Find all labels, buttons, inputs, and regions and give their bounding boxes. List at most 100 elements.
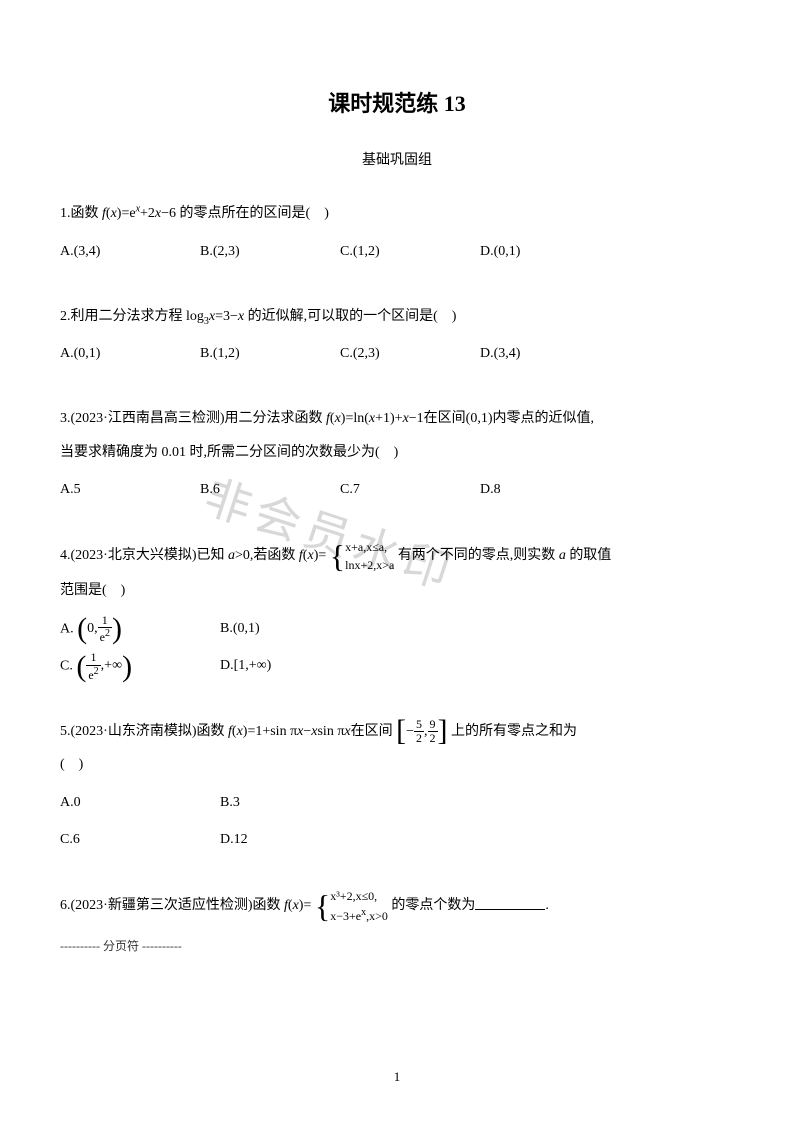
q2-text: 2.利用二分法求方程 log3x=3−x 的近似解,可以取的一个区间是( ): [60, 300, 734, 334]
q6-eq: )=: [299, 899, 312, 914]
paren-left-icon: (: [77, 617, 87, 641]
q5-interval: [ − 5 2 , 9 2 ]: [396, 715, 447, 749]
q5-frac2: 9 2: [428, 718, 438, 745]
q1-eq: )=e: [117, 206, 136, 221]
q3-pre: 3.(2023·江西南昌高三检测)用二分法求函数: [60, 411, 326, 426]
q4-text: 4.(2023·北京大兴模拟)已知 a>0,若函数 f(x)= { x+a,x≤…: [60, 538, 734, 574]
q4-pw-r2: lnx+2,x>a: [345, 556, 394, 574]
q3-mid: )=ln(: [341, 411, 369, 426]
question-5: 5.(2023·山东济南模拟)函数 f(x)=1+sin πx−xsin πx在…: [60, 715, 734, 856]
q4-optC-bracket: ( 1 e2 ,+∞ ): [76, 651, 132, 682]
q1-optC: C.(1,2): [340, 237, 480, 268]
page-title: 课时规范练 13: [60, 80, 734, 128]
q3-options: A.5 B.6 C.7 D.8: [60, 475, 734, 506]
q5-int: 在区间: [351, 724, 393, 739]
question-2: 2.利用二分法求方程 log3x=3−x 的近似解,可以取的一个区间是( ) A…: [60, 300, 734, 371]
q5-options-row2: C.6 D.12: [60, 825, 734, 856]
q5-text: 5.(2023·山东济南模拟)函数 f(x)=1+sin πx−xsin πx在…: [60, 715, 734, 749]
q3-optA: A.5: [60, 475, 200, 506]
q6-pw-r1: x³+2,x≤0,: [330, 887, 388, 905]
q5-den2: 2: [428, 732, 438, 745]
question-6: 6.(2023·新疆第三次适应性检测)函数 f(x)= { x³+2,x≤0, …: [60, 887, 734, 925]
q4-optA-zero: 0,: [87, 614, 98, 645]
q4-optC-frac: 1 e2: [86, 651, 100, 681]
q3-optD: D.8: [480, 475, 620, 506]
q2-optB: B.(1,2): [200, 339, 340, 370]
q1-text: 1.函数 f(x)=ex+2x−6 的零点所在的区间是( ): [60, 197, 734, 231]
q5-f: f: [228, 724, 232, 739]
page-break-marker: ---------- 分页符 ----------: [60, 933, 734, 959]
q6-text: 6.(2023·新疆第三次适应性检测)函数 f(x)= { x³+2,x≤0, …: [60, 887, 734, 925]
q5-options-row1: A.0 B.3: [60, 788, 734, 819]
q6-pw-body: x³+2,x≤0, x−3+ex,x>0: [330, 887, 388, 925]
q5-pre: 5.(2023·山东济南模拟)函数: [60, 724, 228, 739]
q4-optD: D.[1,+∞): [220, 651, 380, 682]
q5-den1: 2: [414, 732, 424, 745]
q3-text: 3.(2023·江西南昌高三检测)用二分法求函数 f(x)=ln(x+1)+x−…: [60, 402, 734, 436]
q1-post: +2: [140, 206, 155, 221]
q4-optB: B.(0,1): [220, 614, 380, 645]
q1-pre: 1.函数: [60, 206, 102, 221]
q2-options: A.(0,1) B.(1,2) C.(2,3) D.(3,4): [60, 339, 734, 370]
brace-icon-2: {: [315, 892, 330, 921]
q6-period: .: [545, 899, 549, 914]
q6-post: 的零点个数为: [391, 899, 475, 914]
q6-pw-r2-post: ,x>0: [366, 909, 388, 923]
q3-minus: −1在区间(0,1)内零点的近似值,: [409, 411, 594, 426]
q5-line2: ( ): [60, 748, 734, 782]
q6-blank: [475, 896, 545, 910]
q4-den-2: 2: [105, 628, 110, 639]
q4-piecewise: { x+a,x≤a, lnx+2,x>a: [330, 538, 395, 574]
q5-optB: B.3: [220, 788, 380, 819]
q4-line2: 范围是( ): [60, 574, 734, 608]
q1-options: A.(3,4) B.(2,3) C.(1,2) D.(0,1): [60, 237, 734, 268]
question-4: 4.(2023·北京大兴模拟)已知 a>0,若函数 f(x)= { x+a,x≤…: [60, 538, 734, 682]
q5-eq: )=1+sin π: [243, 724, 297, 739]
q4-pw-r1: x+a,x≤a,: [345, 538, 394, 556]
q1-f: f: [102, 206, 106, 221]
q3-optC: C.7: [340, 475, 480, 506]
q5-num2: 9: [428, 718, 438, 732]
q4-range: 的取值: [566, 548, 612, 563]
q3-line2: 当要求精确度为 0.01 时,所需二分区间的次数最少为( ): [60, 436, 734, 470]
question-3: 3.(2023·江西南昌高三检测)用二分法求函数 f(x)=ln(x+1)+x−…: [60, 402, 734, 506]
q4-f: f: [299, 548, 303, 563]
q4-optC-num: 1: [86, 651, 100, 665]
q6-f: f: [284, 899, 288, 914]
q4-options-row1: A. ( 0, 1 e2 ) B.(0,1): [60, 614, 734, 645]
page-number: 1: [394, 1063, 401, 1092]
q3-plus: +1)+: [375, 411, 402, 426]
q4-optA-num: 1: [98, 614, 112, 628]
brace-icon: {: [330, 542, 345, 571]
q2-mid: =3−: [215, 309, 238, 324]
q2-optD: D.(3,4): [480, 339, 620, 370]
page-content: 课时规范练 13 基础巩固组 1.函数 f(x)=ex+2x−6 的零点所在的区…: [60, 80, 734, 960]
q4-optA: A. ( 0, 1 e2 ): [60, 614, 220, 645]
q3-f: f: [326, 411, 330, 426]
q4-optC: C. ( 1 e2 ,+∞ ): [60, 651, 220, 682]
question-1: 1.函数 f(x)=ex+2x−6 的零点所在的区间是( ) A.(3,4) B…: [60, 197, 734, 267]
q4-optC-pre: C.: [60, 659, 73, 674]
q4-optA-pre: A.: [60, 621, 74, 636]
paren-right-icon: ): [112, 617, 122, 641]
q2-post: 的近似解,可以取的一个区间是( ): [244, 309, 456, 324]
q5-sin: sin π: [317, 724, 344, 739]
q4-optC-inf: ,+∞: [101, 651, 122, 682]
q4-eq: )=: [314, 548, 327, 563]
q2-optC: C.(2,3): [340, 339, 480, 370]
q6-pw-r2-pre: x−3+e: [330, 909, 361, 923]
q4-options-row2: C. ( 1 e2 ,+∞ ) D.[1,+∞): [60, 651, 734, 682]
section-subtitle: 基础巩固组: [60, 146, 734, 177]
q6-pw-r2: x−3+ex,x>0: [330, 905, 388, 925]
q2-pre: 2.利用二分法求方程 log: [60, 309, 204, 324]
paren-left-icon-2: (: [76, 655, 86, 679]
q5-neg: −: [406, 715, 414, 749]
q5-optD: D.12: [220, 825, 380, 856]
q4-a2: a: [559, 548, 566, 563]
q4-pre: 4.(2023·北京大兴模拟)已知: [60, 548, 228, 563]
paren-right-icon-2: ): [122, 655, 132, 679]
q4-a: a: [228, 548, 235, 563]
q4-optA-bracket: ( 0, 1 e2 ): [77, 614, 122, 645]
q1-optD: D.(0,1): [480, 237, 620, 268]
q4-optA-den: e2: [98, 628, 112, 644]
